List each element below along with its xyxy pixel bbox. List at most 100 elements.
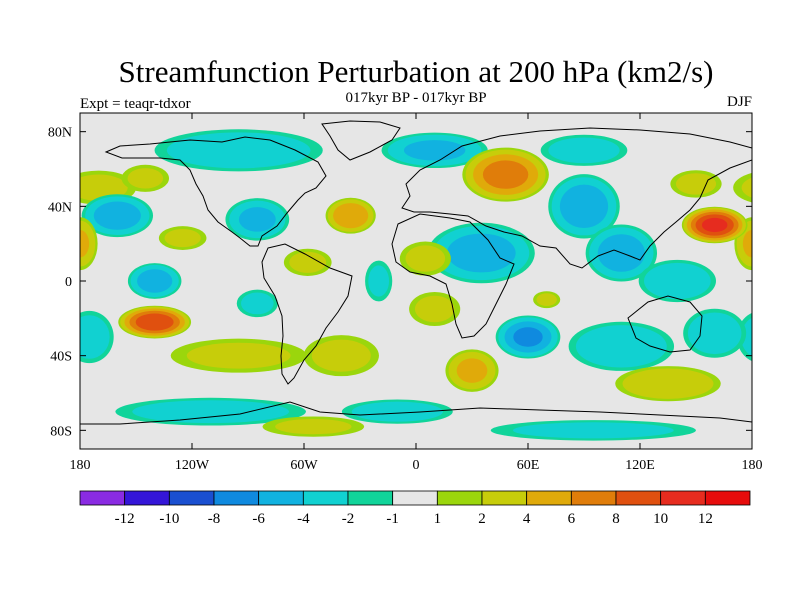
- chart-title: Streamfunction Perturbation at 200 hPa (…: [119, 54, 714, 89]
- x-tick-label: 120W: [175, 458, 210, 473]
- contour-level: [93, 201, 141, 230]
- anomaly-positive: [118, 305, 192, 339]
- colorbar-label: -8: [208, 511, 221, 527]
- colorbar: -12 -10 -8 -6 -4 -2 -1 1 2 4 6 8 10 12: [79, 490, 751, 527]
- colorbar-swatch: [660, 490, 706, 506]
- contour-level: [687, 312, 742, 355]
- colorbar-swatch: [347, 490, 394, 506]
- anomaly-positive: [615, 366, 721, 402]
- colorbar-swatch: [570, 490, 617, 506]
- contour-level: [127, 168, 164, 189]
- anomaly-positive: [681, 206, 748, 244]
- anomaly-positive: [158, 226, 207, 250]
- colorbar-label: 12: [698, 511, 713, 527]
- anomaly-positive: [170, 338, 307, 373]
- experiment-label: Expt = teaqr-tdxor: [80, 96, 191, 112]
- contour-level: [186, 342, 291, 369]
- contour-level: [132, 400, 290, 424]
- anomaly-positive: [399, 241, 451, 276]
- colorbar-label: 2: [478, 511, 486, 527]
- contour-level: [238, 207, 276, 232]
- contour-level: [241, 292, 274, 315]
- contour-level: [741, 177, 752, 198]
- anomaly-positive: [409, 291, 461, 327]
- contour-level: [80, 315, 110, 359]
- contour-level: [447, 233, 516, 273]
- contour-level: [275, 418, 352, 435]
- anomaly-positive: [283, 248, 332, 276]
- contour-level: [559, 184, 609, 229]
- anomaly-negative: [365, 260, 393, 302]
- anomaly-negative: [115, 397, 306, 426]
- colorbar-label: -1: [386, 511, 399, 527]
- contour-level: [333, 203, 369, 229]
- contour-level: [414, 295, 455, 323]
- contour-level: [622, 368, 714, 399]
- map-panel: 180 120W 60W 0 60E 120E 180 80N 40N 0 40S 80S: [48, 112, 763, 473]
- anomaly-negative: [683, 308, 747, 358]
- contour-level: [311, 339, 371, 372]
- colorbar-swatch: [615, 490, 662, 506]
- y-tick-label: 40N: [48, 200, 72, 215]
- anomaly-positive: [445, 349, 499, 392]
- coastlines: [80, 120, 752, 425]
- x-tick-label: 120E: [625, 458, 655, 473]
- colorbar-label: 1: [434, 511, 442, 527]
- coast-south-america: [261, 243, 353, 385]
- contour-level: [482, 160, 529, 189]
- anomaly-positive: [121, 164, 170, 192]
- chart-subtitle: 017kyr BP - 017kyr BP: [345, 90, 486, 106]
- colorbar-label: 4: [523, 511, 531, 527]
- colorbar-swatch: [481, 490, 528, 506]
- x-tick-label: 60E: [517, 458, 540, 473]
- colorbar-swatch: [258, 490, 304, 506]
- colorbar-swatch: [302, 490, 349, 506]
- colorbar-swatch: [392, 490, 438, 506]
- colorbar-label: -2: [342, 511, 355, 527]
- anomaly-negative: [81, 194, 154, 238]
- season-label: DJF: [727, 94, 752, 110]
- colorbar-swatch: [436, 490, 483, 506]
- x-tick-label: 180: [70, 458, 91, 473]
- contour-level: [405, 245, 446, 272]
- contour-level: [137, 269, 173, 293]
- colorbar-label: -4: [297, 511, 310, 527]
- contour-level: [512, 422, 674, 439]
- colorbar-label: 10: [653, 511, 668, 527]
- colorbar-label: 6: [568, 511, 576, 527]
- anomaly-negative: [236, 289, 278, 318]
- contour-level: [701, 217, 728, 233]
- coast-eurasia: [401, 127, 752, 269]
- anomaly-positive: [303, 335, 379, 377]
- coast-north-america: [104, 136, 327, 247]
- contour-level: [80, 174, 128, 201]
- y-tick-label: 0: [65, 275, 72, 290]
- x-axis: 180 120W 60W 0 60E 120E 180: [70, 113, 763, 473]
- colorbar-swatch: [124, 490, 170, 506]
- contour-level: [166, 132, 311, 169]
- y-axis: 80N 40N 0 40S 80S: [48, 126, 752, 439]
- colorbar-swatch: [213, 490, 260, 506]
- x-tick-label: 60W: [290, 458, 318, 473]
- contour-level: [80, 229, 90, 258]
- anomaly-negative: [341, 399, 453, 424]
- contour-level: [575, 325, 667, 368]
- x-tick-label: 180: [742, 458, 763, 473]
- colorbar-swatch: [79, 490, 126, 506]
- anomaly-negative: [127, 263, 182, 299]
- colorbar-label: -10: [159, 511, 179, 527]
- anomaly-positive: [670, 170, 722, 198]
- anomaly-negative: [568, 321, 675, 371]
- coast-antarctica: [80, 401, 752, 425]
- colorbar-label: -12: [115, 511, 135, 527]
- colorbar-label: -6: [252, 511, 265, 527]
- anomaly-negative: [154, 129, 323, 172]
- y-tick-label: 40S: [50, 350, 72, 365]
- anomaly-negative: [495, 315, 561, 359]
- contour-level: [643, 262, 711, 300]
- contour-level: [742, 229, 752, 258]
- colorbar-swatch: [168, 490, 215, 506]
- contour-level: [368, 265, 390, 297]
- colorbar-swatch: [704, 490, 751, 506]
- perturbation-field: [80, 129, 752, 441]
